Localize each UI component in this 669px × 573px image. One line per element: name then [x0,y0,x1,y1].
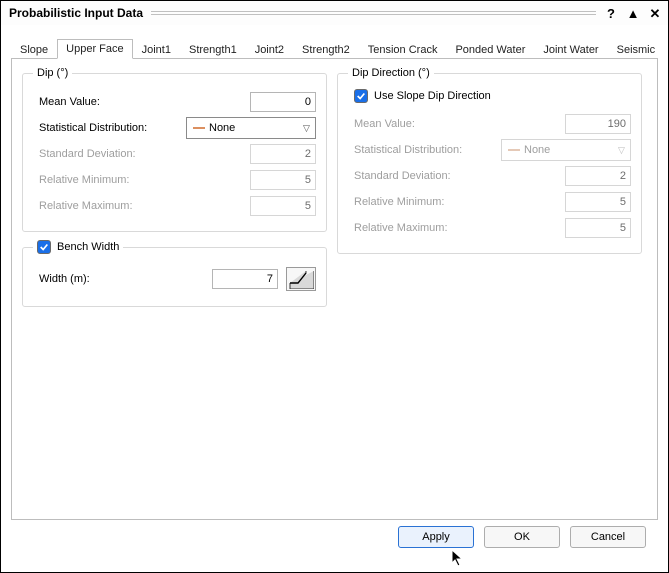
combo-dipdir-dist: None ▽ [501,139,631,161]
row-bench-width: Width (m): [33,264,316,294]
tab-upper-face[interactable]: Upper Face [57,39,132,59]
titlebar-controls: ? ▲ ✕ [604,6,662,20]
group-dip-direction: Dip Direction (°) Use Slope Dip Directio… [337,67,642,254]
row-dipdir-dist: Statistical Distribution: None ▽ [348,137,631,163]
label-dip-mean: Mean Value: [39,96,250,108]
row-dip-mean: Mean Value: [33,89,316,115]
label-dipdir-mean: Mean Value: [354,118,565,130]
label-dipdir-sd: Standard Deviation: [354,170,565,182]
check-bench-width[interactable] [37,240,51,254]
tab-joint1[interactable]: Joint1 [133,40,180,59]
mouse-cursor-icon [248,534,264,554]
dist-none-icon [506,144,522,156]
input-dip-mean[interactable] [250,92,316,112]
row-dipdir-relmin: Relative Minimum: [348,189,631,215]
row-dipdir-mean: Mean Value: [348,111,631,137]
input-dipdir-sd [565,166,631,186]
row-dip-dist: Statistical Distribution: None ▽ [33,115,316,141]
label-dip-dist: Statistical Distribution: [39,122,186,134]
group-dip-legend: Dip (°) [33,67,72,79]
content-area: Slope Upper Face Joint1 Strength1 Joint2… [1,25,668,572]
label-dipdir-relmax: Relative Maximum: [354,222,565,234]
label-dip-relmax: Relative Maximum: [39,200,250,212]
label-dip-relmin: Relative Minimum: [39,174,250,186]
row-dipdir-relmax: Relative Maximum: [348,215,631,241]
group-bench-legend: Bench Width [33,240,123,254]
check-use-slope-dipdir[interactable] [354,89,368,103]
row-use-slope-dipdir: Use Slope Dip Direction [348,89,631,103]
titlebar-rule [151,11,596,15]
row-dipdir-sd: Standard Deviation: [348,163,631,189]
ok-button[interactable]: OK [484,526,560,548]
input-bench-width[interactable] [212,269,278,289]
label-dipdir-relmin: Relative Minimum: [354,196,565,208]
input-dip-relmax [250,196,316,216]
tab-tension-crack[interactable]: Tension Crack [359,40,447,59]
bench-profile-icon[interactable] [286,267,316,291]
dialog-title: Probabilistic Input Data [9,6,143,20]
input-dipdir-relmin [565,192,631,212]
dialog-window: Probabilistic Input Data ? ▲ ✕ Slope Upp… [0,0,669,573]
cancel-button[interactable]: Cancel [570,526,646,548]
dialog-footer: Apply OK Cancel [11,520,658,562]
tab-joint-water[interactable]: Joint Water [534,40,607,59]
label-use-slope-dipdir: Use Slope Dip Direction [374,90,491,102]
combo-dip-dist-text: None [207,122,297,134]
tab-strength2[interactable]: Strength2 [293,40,359,59]
label-dip-sd: Standard Deviation: [39,148,250,160]
chevron-down-icon: ▽ [297,118,315,138]
label-width: Width (m): [39,273,204,285]
input-dipdir-mean [565,114,631,134]
combo-dip-dist[interactable]: None ▽ [186,117,316,139]
row-dip-relmin: Relative Minimum: [33,167,316,193]
input-dip-sd [250,144,316,164]
maximize-icon[interactable]: ▲ [626,6,640,20]
tab-slope[interactable]: Slope [11,40,57,59]
chevron-down-icon: ▽ [612,140,630,160]
label-dipdir-dist: Statistical Distribution: [354,144,501,156]
tab-strength1[interactable]: Strength1 [180,40,246,59]
combo-dipdir-dist-text: None [522,144,612,156]
input-dipdir-relmax [565,218,631,238]
group-dipdir-legend: Dip Direction (°) [348,67,434,79]
tab-seismic[interactable]: Seismic [608,40,665,59]
label-bench-width: Bench Width [57,241,119,253]
tab-strip: Slope Upper Face Joint1 Strength1 Joint2… [11,35,658,58]
group-bench: Bench Width Width (m): [22,240,327,307]
apply-button[interactable]: Apply [398,526,474,548]
row-dip-relmax: Relative Maximum: [33,193,316,219]
tab-panel: Dip (°) Mean Value: Statistical Distribu… [11,58,658,520]
group-dip: Dip (°) Mean Value: Statistical Distribu… [22,67,327,232]
input-dip-relmin [250,170,316,190]
close-icon[interactable]: ✕ [648,6,662,20]
row-dip-sd: Standard Deviation: [33,141,316,167]
tab-forces[interactable]: Forces [664,40,669,59]
titlebar: Probabilistic Input Data ? ▲ ✕ [1,1,668,25]
tab-ponded-water[interactable]: Ponded Water [446,40,534,59]
dist-none-icon [191,122,207,134]
help-icon[interactable]: ? [604,6,618,20]
tab-joint2[interactable]: Joint2 [246,40,293,59]
